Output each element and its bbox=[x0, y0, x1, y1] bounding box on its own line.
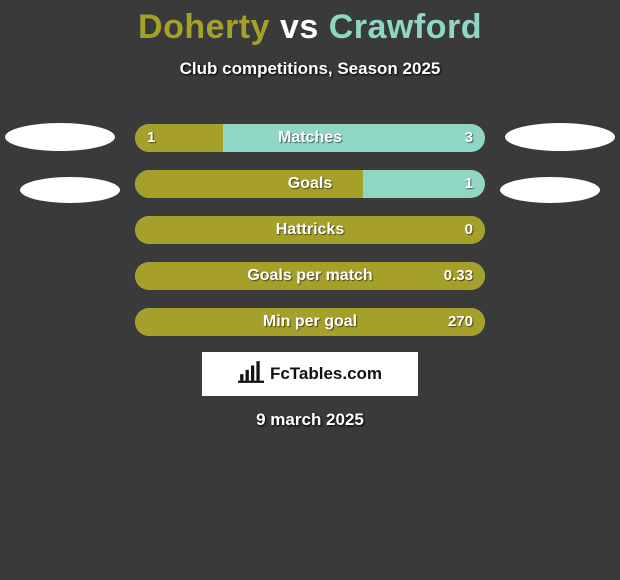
stat-right-value: 270 bbox=[448, 308, 473, 336]
subtitle: Club competitions, Season 2025 bbox=[0, 59, 620, 79]
decor-ellipse bbox=[5, 123, 115, 151]
date-text: 9 march 2025 bbox=[0, 410, 620, 430]
stat-label: Matches bbox=[135, 124, 485, 152]
bar-chart-icon bbox=[238, 361, 264, 388]
decor-ellipse bbox=[500, 177, 600, 203]
title-vs: vs bbox=[280, 8, 319, 46]
page-title: Doherty vs Crawford bbox=[0, 0, 620, 47]
stat-label: Hattricks bbox=[135, 216, 485, 244]
stat-right-value: 0 bbox=[465, 216, 473, 244]
stat-row: Hattricks 0 bbox=[135, 216, 485, 244]
stat-row: Min per goal 270 bbox=[135, 308, 485, 336]
stat-row: Goals 1 bbox=[135, 170, 485, 198]
comparison-chart: 1 Matches 3 Goals 1 Hattricks 0 Goals pe… bbox=[135, 124, 485, 354]
stat-row: 1 Matches 3 bbox=[135, 124, 485, 152]
title-player2: Crawford bbox=[329, 8, 482, 46]
decor-ellipse bbox=[20, 177, 120, 203]
brand-badge: FcTables.com bbox=[202, 352, 418, 396]
title-player1: Doherty bbox=[138, 8, 270, 46]
decor-ellipse bbox=[505, 123, 615, 151]
stat-right-value: 0.33 bbox=[444, 262, 473, 290]
stat-right-value: 1 bbox=[465, 170, 473, 198]
stat-label: Min per goal bbox=[135, 308, 485, 336]
stat-label: Goals per match bbox=[135, 262, 485, 290]
brand-text: FcTables.com bbox=[270, 364, 382, 384]
stat-row: Goals per match 0.33 bbox=[135, 262, 485, 290]
stat-label: Goals bbox=[135, 170, 485, 198]
stat-right-value: 3 bbox=[465, 124, 473, 152]
